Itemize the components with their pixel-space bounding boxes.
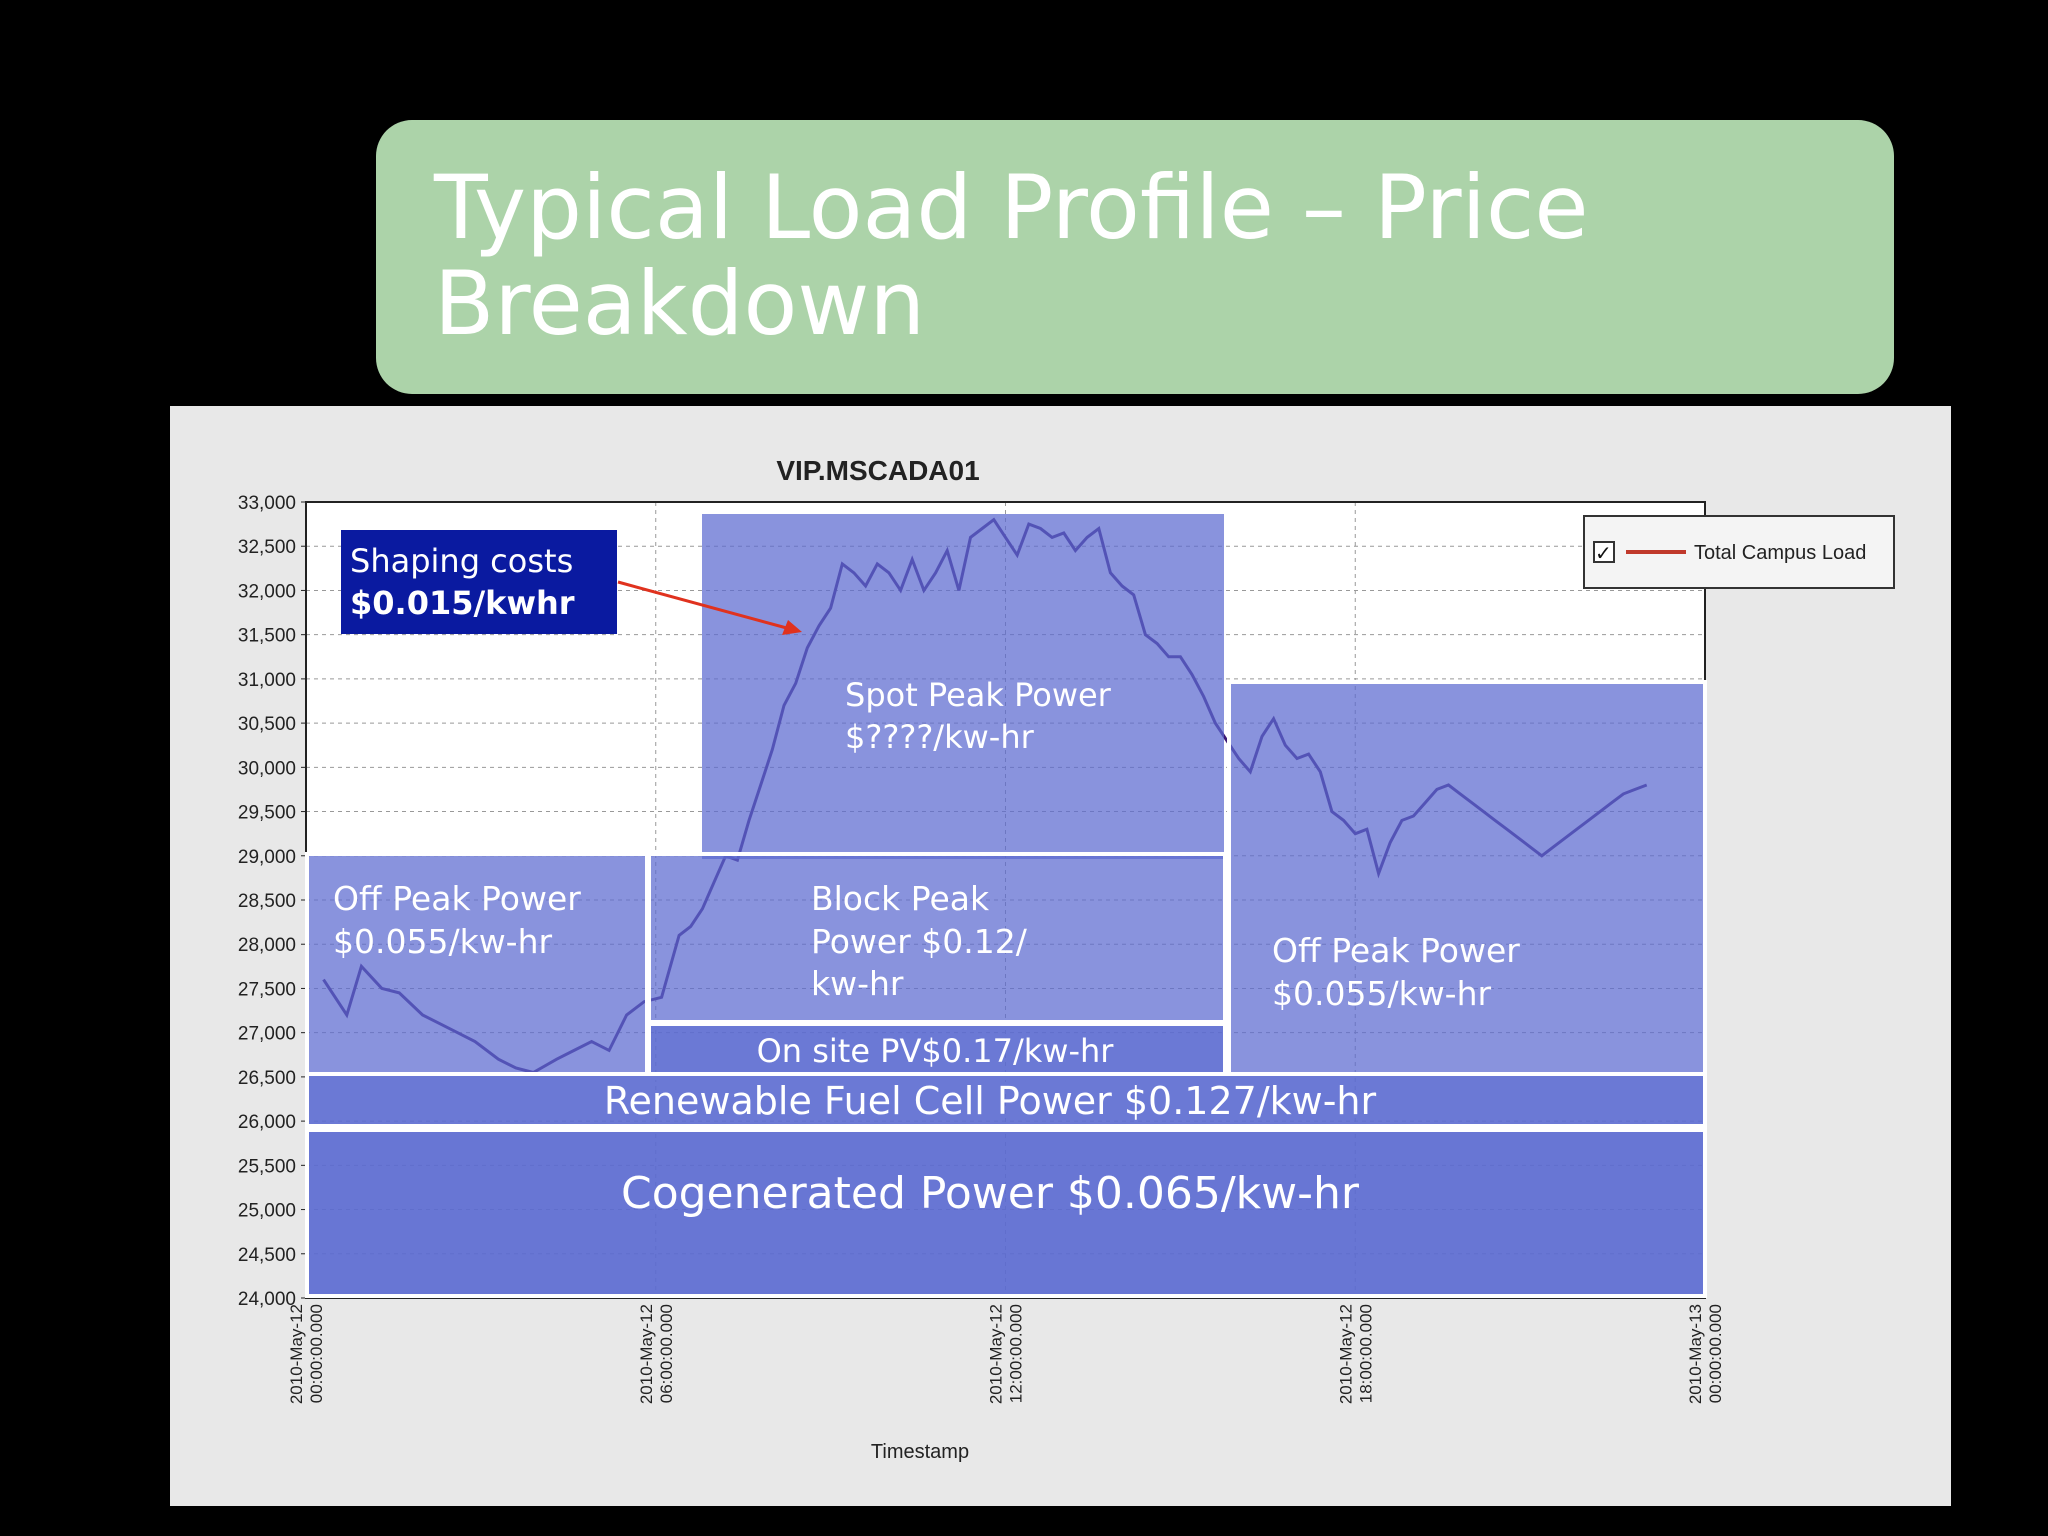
overlay-onsite-pv <box>647 1022 1227 1080</box>
y-tick-label: 30,500 <box>238 714 296 735</box>
block-peak-line1: Block Peak <box>811 879 990 918</box>
overlay-block-peak <box>647 852 1227 1024</box>
overlay-cogenerated <box>305 1128 1707 1298</box>
x-tick-time: 12:00:00.000 <box>1007 1304 1026 1403</box>
y-tick-label: 26,500 <box>238 1068 296 1089</box>
x-tick-time: 06:00:00.000 <box>657 1304 676 1403</box>
x-axis-ticks: 2010-May-12 00:00:00.000 2010-May-12 06:00:… <box>287 1304 1725 1404</box>
y-tick-label: 29,500 <box>238 803 296 824</box>
y-tick-label: 27,000 <box>238 1024 296 1045</box>
chart-figure: 24,000 24,500 25,000 25,500 26,000 26,500 27,0… <box>170 406 1951 1506</box>
y-tick-label: 31,500 <box>238 626 296 647</box>
load-profile-chart: 24,000 24,500 25,000 25,500 26,000 26,500 27,0… <box>238 455 1895 1463</box>
y-tick-label: 32,000 <box>238 581 296 602</box>
x-tick-date: 2010-May-13 <box>1686 1304 1705 1404</box>
y-tick-label: 27,500 <box>238 979 296 1000</box>
off-peak-left-line1: Off Peak Power <box>333 879 581 918</box>
y-tick-label: 31,000 <box>238 670 296 691</box>
y-tick-label: 29,000 <box>238 847 296 868</box>
chart-title: VIP.MSCADA01 <box>776 455 979 486</box>
shaping-costs-line2: $0.015/kwhr <box>350 584 575 622</box>
y-tick-label: 28,500 <box>238 891 296 912</box>
y-tick-label: 24,500 <box>238 1245 296 1266</box>
onsite-pv-label: On site PV$0.17/kw-hr <box>757 1032 1115 1070</box>
x-tick-time: 18:00:00.000 <box>1356 1304 1375 1403</box>
cogenerated-label: Cogenerated Power $0.065/kw-hr <box>621 1168 1360 1219</box>
spot-peak-line2: $????/kw-hr <box>845 718 1035 756</box>
overlay-fuel-cell <box>305 1072 1707 1128</box>
overlay-spot-peak <box>702 514 1224 859</box>
x-tick-date: 2010-May-12 <box>287 1304 306 1404</box>
legend: ✓ Total Campus Load <box>1583 515 1895 589</box>
shaping-costs-box <box>341 530 617 634</box>
off-peak-right-line2: $0.055/kw-hr <box>1272 974 1492 1013</box>
y-tick-label: 33,000 <box>238 493 296 514</box>
shaping-costs-line1: Shaping costs <box>350 542 573 580</box>
y-tick-label: 32,500 <box>238 537 296 558</box>
y-tick-label: 25,000 <box>238 1201 296 1222</box>
y-tick-label: 26,000 <box>238 1112 296 1133</box>
x-tick-label: 2010-May-12 12:00:00.000 <box>987 1304 1026 1404</box>
shaping-costs-callout: Shaping costs $0.015/kwhr <box>341 530 802 635</box>
slide-title-box: Typical Load Profile – Price Breakdown <box>376 120 1894 394</box>
legend-entry-total-campus-load: Total Campus Load <box>1694 542 1866 564</box>
slide-title: Typical Load Profile – Price Breakdown <box>434 156 1589 355</box>
block-peak-line2: Power $0.12/ <box>811 922 1028 961</box>
shaping-arrowhead-icon <box>782 620 802 635</box>
y-tick-label: 28,000 <box>238 935 296 956</box>
y-tick-label: 30,000 <box>238 758 296 779</box>
x-tick-time: 00:00:00.000 <box>307 1304 326 1403</box>
overlay-off-peak-right <box>1227 680 1707 1078</box>
price-overlays: Spot Peak Power $????/kw-hr Off Peak Pow… <box>305 514 1707 1298</box>
fuel-cell-label: Renewable Fuel Cell Power $0.127/kw-hr <box>604 1079 1377 1123</box>
shaping-arrow-icon <box>617 580 795 632</box>
x-tick-label: 2010-May-12 00:00:00.000 <box>287 1304 326 1404</box>
x-tick-date: 2010-May-12 <box>987 1304 1006 1404</box>
x-tick-time: 00:00:00.000 <box>1706 1304 1725 1403</box>
x-tick-label: 2010-May-12 18:00:00.000 <box>1336 1304 1375 1404</box>
x-axis-title: Timestamp <box>871 1441 969 1463</box>
x-tick-label: 2010-May-12 06:00:00.000 <box>637 1304 676 1404</box>
off-peak-left-line2: $0.055/kw-hr <box>333 922 553 961</box>
legend-check-icon: ✓ <box>1595 543 1612 565</box>
overlay-off-peak-left <box>305 852 649 1078</box>
y-tick-label: 24,000 <box>238 1289 296 1310</box>
block-peak-line3: kw-hr <box>811 964 904 1003</box>
y-axis-ticks: 24,000 24,500 25,000 25,500 26,000 26,500 27,0… <box>238 493 306 1310</box>
x-tick-date: 2010-May-12 <box>637 1304 656 1404</box>
x-tick-label: 2010-May-13 00:00:00.000 <box>1686 1304 1725 1404</box>
y-tick-label: 25,500 <box>238 1156 296 1177</box>
x-tick-date: 2010-May-12 <box>1336 1304 1355 1404</box>
spot-peak-line1: Spot Peak Power <box>845 676 1112 714</box>
legend-checkbox[interactable] <box>1593 541 1615 563</box>
off-peak-right-line1: Off Peak Power <box>1272 931 1520 970</box>
